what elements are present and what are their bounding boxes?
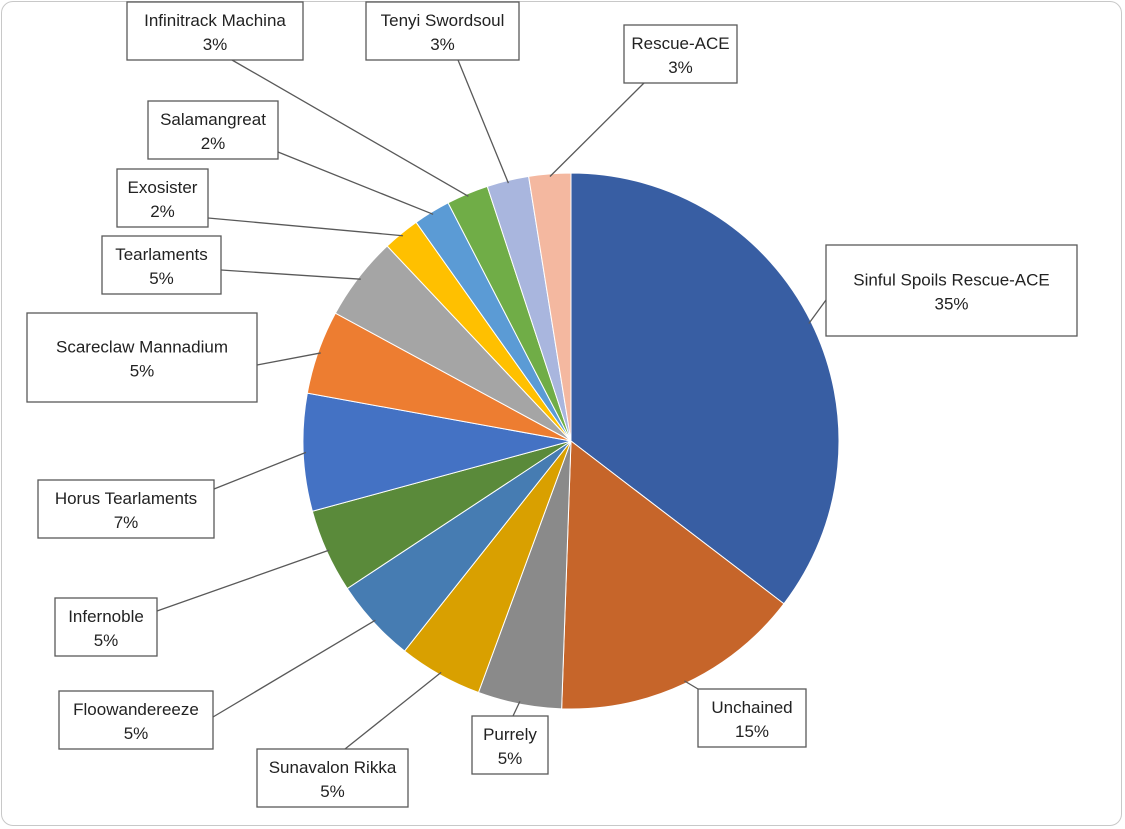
leader-line-salamangreat: [277, 151, 434, 215]
slice-category-label: Horus Tearlaments: [55, 489, 197, 508]
leader-line-rescue-ace: [549, 82, 645, 177]
slice-category-label: Infernoble: [68, 607, 144, 626]
slice-label-tearlaments: Tearlaments 5%: [101, 235, 222, 295]
slice-percent-label: 2%: [150, 202, 175, 221]
leader-line-sinful-spoils-rescue-ace: [808, 299, 827, 324]
slice-category-label: Sunavalon Rikka: [269, 758, 397, 777]
slice-category-label: Exosister: [128, 178, 198, 197]
slice-percent-label: 3%: [430, 35, 455, 54]
slice-label-sinful-spoils-rescue-ace: Sinful Spoils Rescue-ACE 35%: [825, 244, 1078, 337]
slice-label-tenyi-swordsoul: Tenyi Swordsoul 3%: [365, 1, 520, 61]
label-box: [825, 244, 1078, 337]
slice-percent-label: 5%: [130, 362, 155, 381]
label-box: [256, 748, 409, 808]
leader-line-tearlaments: [220, 269, 361, 280]
leader-lines: [156, 59, 827, 750]
slice-label-salamangreat: Salamangreat 2%: [147, 100, 279, 160]
slice-category-label: Tearlaments: [115, 245, 208, 264]
slice-label-unchained: Unchained 15%: [697, 688, 807, 748]
slice-label-infinitrack-machina: Infinitrack Machina 3%: [126, 1, 304, 61]
leader-line-purrely: [512, 701, 521, 717]
pie-slice-rescue-ace: [528, 172, 572, 442]
label-box: [26, 312, 258, 403]
leader-line-exosister: [207, 217, 403, 237]
label-box: [697, 688, 807, 748]
slice-percent-label: 15%: [735, 722, 769, 741]
slice-label-horus-tearlaments: Horus Tearlaments 7%: [37, 479, 215, 539]
slice-label-infernoble: Infernoble 5%: [54, 597, 158, 657]
slice-category-label: Unchained: [711, 698, 792, 717]
label-box: [471, 715, 549, 775]
label-box: [101, 235, 222, 295]
label-box: [365, 1, 520, 61]
slice-percent-label: 3%: [203, 35, 228, 54]
slice-labels: Sinful Spoils Rescue-ACE 35% Unchained 15% P…: [26, 1, 1078, 808]
slice-percent-label: 5%: [94, 631, 119, 650]
label-box: [116, 168, 209, 228]
leader-line-floowandereeze: [212, 619, 376, 718]
slice-percent-label: 5%: [498, 749, 523, 768]
leader-line-tenyi-swordsoul: [457, 59, 509, 184]
slice-label-floowandereeze: Floowandereeze 5%: [58, 690, 214, 750]
slice-percent-label: 5%: [320, 782, 345, 801]
leader-line-infernoble: [156, 549, 330, 612]
pie-slices: [302, 172, 840, 710]
slice-label-scareclaw-mannadium: Scareclaw Mannadium 5%: [26, 312, 258, 403]
slice-category-label: Infinitrack Machina: [144, 11, 286, 30]
slice-percent-label: 2%: [201, 134, 226, 153]
leader-line-infinitrack-machina: [231, 59, 469, 197]
slice-category-label: Scareclaw Mannadium: [56, 338, 228, 357]
leader-line-horus-tearlaments: [213, 451, 307, 490]
slice-label-purrely: Purrely 5%: [471, 715, 549, 775]
label-box: [37, 479, 215, 539]
slice-label-rescue-ace: Rescue-ACE 3%: [623, 24, 738, 84]
slice-label-exosister: Exosister 2%: [116, 168, 209, 228]
slice-category-label: Salamangreat: [160, 110, 266, 129]
label-box: [54, 597, 158, 657]
label-box: [126, 1, 304, 61]
leader-line-unchained: [684, 680, 699, 690]
slice-percent-label: 5%: [124, 724, 149, 743]
slice-percent-label: 5%: [149, 269, 174, 288]
leader-line-scareclaw-mannadium: [256, 352, 321, 366]
slice-percent-label: 35%: [934, 295, 968, 314]
leader-line-sunavalon-rikka: [344, 671, 442, 750]
slice-category-label: Purrely: [483, 725, 537, 744]
label-box: [58, 690, 214, 750]
slice-category-label: Rescue-ACE: [631, 34, 729, 53]
slice-label-sunavalon-rikka: Sunavalon Rikka 5%: [256, 748, 409, 808]
label-box: [147, 100, 279, 160]
slice-percent-label: 3%: [668, 58, 693, 77]
slice-category-label: Tenyi Swordsoul: [381, 11, 505, 30]
pie-slice-unchained: [561, 440, 785, 710]
slice-category-label: Sinful Spoils Rescue-ACE: [853, 271, 1050, 290]
slice-percent-label: 7%: [114, 513, 139, 532]
pie-slice-horus-tearlaments: [302, 392, 572, 512]
pie-slice-sinful-spoils-rescue-ace: [570, 172, 840, 605]
slice-category-label: Floowandereeze: [73, 700, 199, 719]
label-box: [623, 24, 738, 84]
